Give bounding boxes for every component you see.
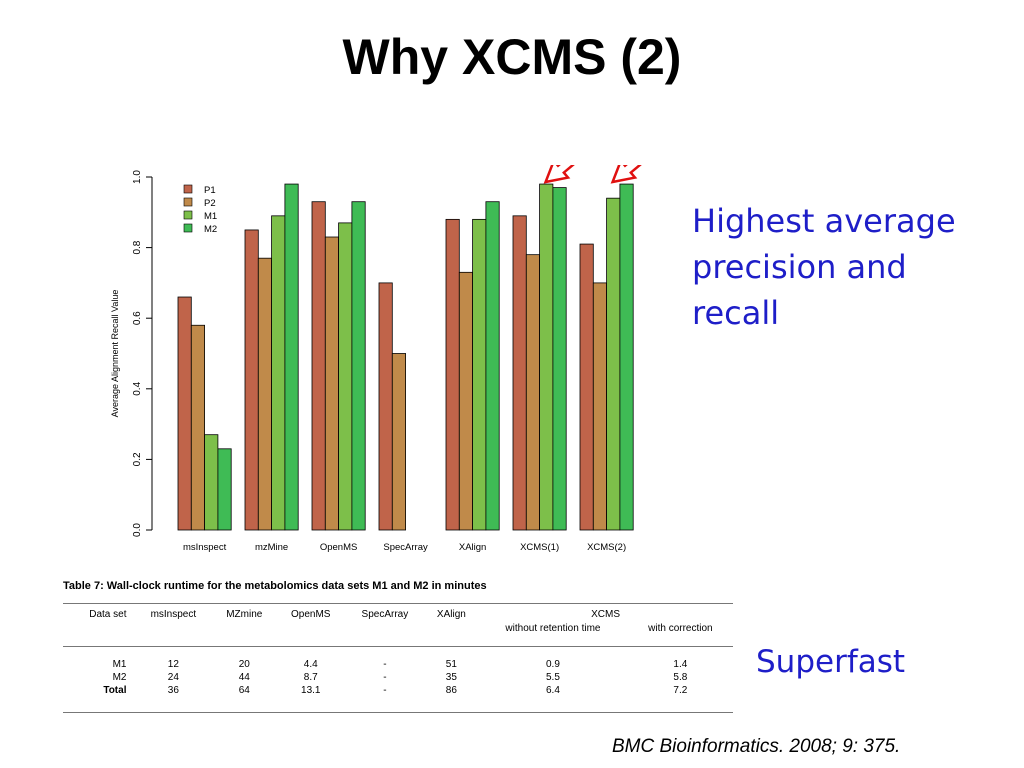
bar: [579, 243, 594, 531]
legend-swatch: [183, 184, 193, 194]
legend-label: M2: [204, 224, 217, 235]
row-label: Total: [63, 684, 135, 713]
table-cell: 12: [167, 659, 179, 670]
table-header: OpenMS: [276, 603, 346, 621]
recall-bar-chart: 0.0 0.2 0.4 0.6 0.8 1.0 Average Alignment Reca…: [110, 165, 642, 553]
bar: [525, 254, 540, 531]
citation: BMC Bioinformatics. 2008; 9: 375.: [612, 736, 901, 757]
table-header: XAlign: [424, 603, 479, 621]
runtime-table: Data set msInspect MZmine OpenMS SpecArr…: [63, 603, 733, 713]
row-label: M2: [112, 672, 127, 683]
x-tick-label: SpecArray: [383, 542, 428, 553]
table-cell: 35: [445, 672, 457, 683]
bar: [445, 218, 460, 531]
table-cell: 8.7: [303, 672, 318, 683]
x-tick-label: mzMine: [255, 542, 288, 553]
y-tick-label: 0.4: [132, 381, 143, 395]
x-tick-label: XAlign: [459, 542, 486, 553]
y-axis-label: Average Alignment Recall Value: [110, 290, 120, 418]
bar: [378, 282, 393, 531]
bar: [271, 215, 286, 531]
callout-line: precision and: [692, 248, 907, 286]
legend-swatch: [183, 197, 193, 207]
table-row: Total 36 64 13.1 - 86 6.4 7.2: [63, 684, 733, 713]
legend-label: P2: [204, 198, 216, 209]
table-row: M1 12 20 4.4 - 51 0.9 1.4: [63, 647, 733, 672]
table-cell: -: [345, 684, 425, 713]
table-header: Data set: [63, 603, 135, 621]
table-subheader: with correction: [627, 621, 733, 647]
y-tick-label: 0.8: [132, 240, 143, 254]
slide-title: Why XCMS (2): [342, 29, 682, 85]
bar: [472, 218, 487, 531]
legend-label: P1: [204, 185, 216, 196]
callout-line: Highest average: [692, 202, 956, 240]
y-tick-label: 0.6: [132, 311, 143, 325]
bar: [606, 197, 621, 531]
y-tick-label: 1.0: [132, 170, 143, 184]
table-cell: 86: [424, 684, 479, 713]
table-cell: 5.8: [673, 672, 688, 683]
bar: [284, 183, 299, 531]
table-cell: -: [383, 659, 387, 670]
table-cell: 7.2: [627, 684, 733, 713]
bar: [351, 201, 366, 531]
table-cell: 20: [238, 659, 250, 670]
bar: [177, 296, 192, 531]
bar: [190, 324, 206, 531]
highlight-arrow-icon: [543, 165, 575, 184]
table-header: MZmine: [212, 603, 277, 621]
bar: [539, 183, 554, 531]
y-tick-label: 0.0: [132, 523, 143, 537]
superfast-callout: Superfast: [756, 644, 906, 680]
table-subheader: without retention time: [478, 621, 628, 647]
bar: [338, 222, 353, 531]
table-cell: 1.4: [673, 659, 688, 670]
table-row: M2 24 44 8.7 - 35 5.5 5.8: [63, 671, 733, 684]
bar: [324, 236, 340, 531]
bar: [512, 215, 527, 531]
table-cell: 51: [445, 659, 457, 670]
y-tick-label: 0.2: [132, 452, 143, 466]
table-header: msInspect: [134, 603, 213, 621]
table-cell: 24: [167, 672, 179, 683]
x-tick-label: OpenMS: [320, 542, 358, 553]
bar: [244, 229, 259, 531]
table-header: XCMS: [478, 603, 733, 621]
legend-label: M1: [204, 211, 217, 222]
table-cell: 4.4: [303, 659, 318, 670]
table-caption: Table 7: Wall-clock runtime for the meta…: [63, 580, 487, 592]
bar: [485, 201, 500, 531]
x-tick-label: msInspect: [183, 542, 227, 553]
table-cell: 64: [212, 684, 277, 713]
bar: [458, 271, 473, 531]
table-header: SpecArray: [345, 603, 425, 621]
legend-swatch: [183, 210, 193, 220]
callout-line: recall: [692, 294, 780, 332]
bar: [257, 257, 273, 531]
bar: [204, 434, 219, 531]
bar: [619, 183, 634, 531]
callout-text: Highest average precision and recall: [692, 198, 992, 336]
table-cell: 0.9: [545, 659, 560, 670]
table-cell: 5.5: [545, 672, 560, 683]
legend-swatch: [183, 223, 193, 233]
x-tick-label: XCMS(2): [587, 542, 626, 553]
bar: [552, 187, 567, 531]
row-label: M1: [112, 659, 127, 670]
bar: [391, 353, 406, 531]
table-cell: 44: [238, 672, 250, 683]
bar: [592, 282, 607, 531]
x-tick-label: XCMS(1): [520, 542, 559, 553]
table-cell: 36: [134, 684, 213, 713]
highlight-arrow-icon: [610, 165, 642, 184]
table-cell: 13.1: [276, 684, 346, 713]
table-cell: 6.4: [478, 684, 628, 713]
bar: [217, 448, 232, 531]
bar: [311, 201, 326, 531]
table-cell: -: [383, 672, 387, 683]
